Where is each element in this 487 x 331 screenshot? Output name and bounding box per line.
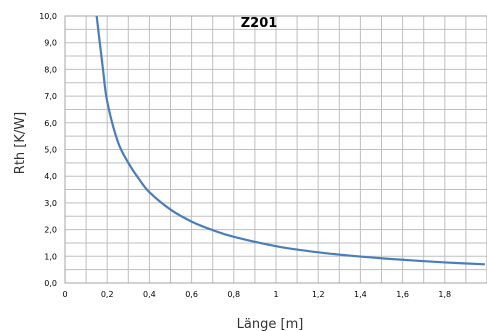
x-tick-label: 1,4 [354, 290, 367, 299]
y-tick-label: 4,0 [44, 172, 57, 181]
chart-title: Z201 [241, 16, 278, 31]
x-tick-label: 0,6 [185, 290, 198, 299]
y-tick-label: 2,0 [44, 226, 57, 235]
series-line [95, 15, 485, 266]
x-tick-label: 0,2 [101, 290, 114, 299]
x-tick-label: 1,8 [438, 290, 451, 299]
y-tick-label: 8,0 [44, 65, 57, 74]
y-gridlines [65, 28, 487, 271]
plot-area-border [64, 15, 487, 284]
x-tick-labels: 0 0,2 0,4 0,6 0,8 1 1,2 1,4 1,6 1,8 [62, 290, 451, 299]
x-tick-label: 1,2 [312, 290, 325, 299]
x-tick-label: 1 [273, 290, 278, 299]
series-layer [95, 15, 485, 266]
y-axis-label: Rth [K/W] [13, 112, 28, 174]
y-tick-label: 7,0 [44, 92, 57, 101]
x-tick-label: 0,8 [227, 290, 240, 299]
y-tick-label: 10,0 [39, 12, 57, 21]
y-tick-label: 1,0 [44, 252, 57, 261]
y-tick-label: 5,0 [44, 146, 57, 155]
y-tick-labels: 0,0 1,0 2,0 3,0 4,0 5,0 6,0 7,0 8,0 9,0 10,0 [39, 12, 57, 288]
y-tick-label: 3,0 [44, 199, 57, 208]
y-tick-label: 9,0 [44, 39, 57, 48]
x-axis-label: Länge [m] [237, 317, 304, 331]
y-tick-label: 6,0 [44, 119, 57, 128]
x-tick-label: 0,4 [143, 290, 156, 299]
x-tick-label: 1,6 [396, 290, 409, 299]
x-tick-label: 0 [62, 290, 67, 299]
y-tick-label: 0,0 [44, 279, 57, 288]
